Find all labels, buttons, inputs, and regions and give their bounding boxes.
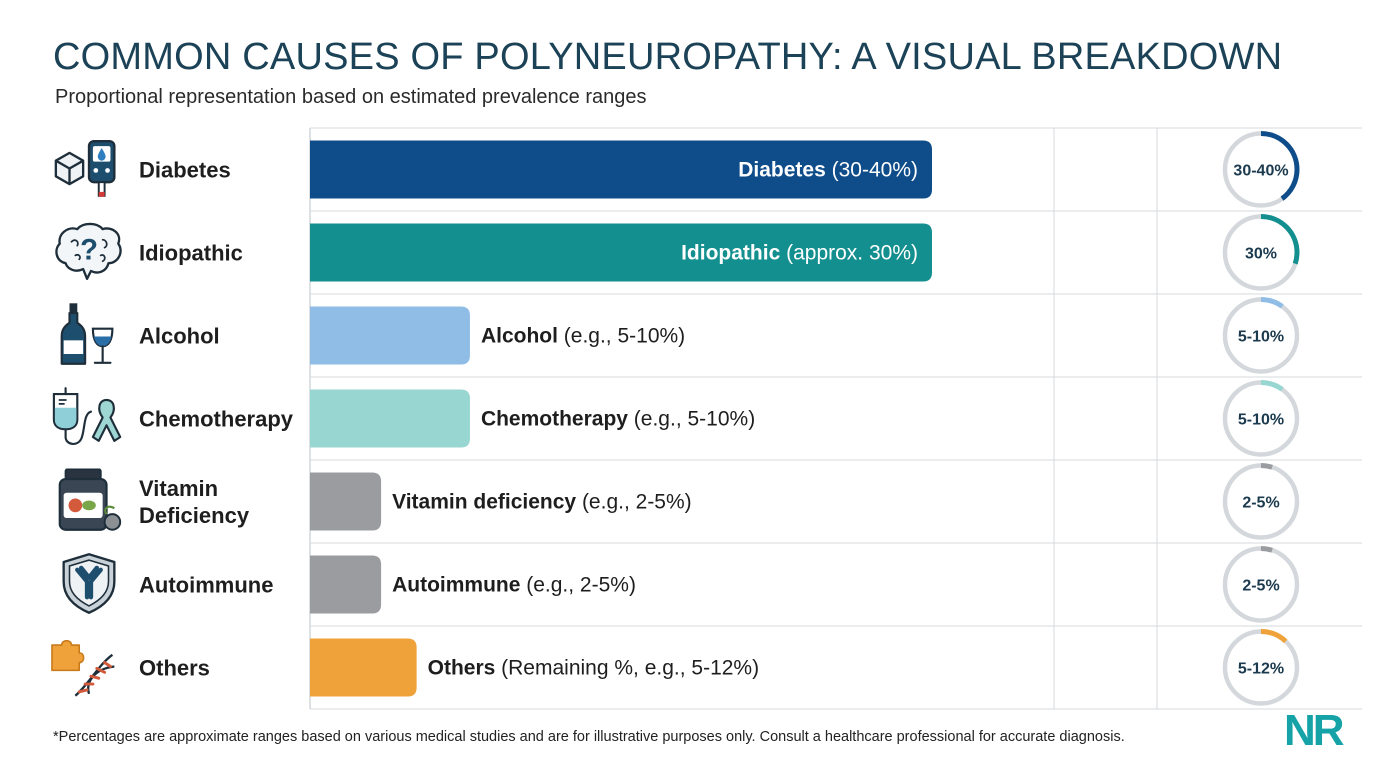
glucose-meter-icon [54, 139, 116, 198]
iv-bag-ribbon-icon [52, 387, 122, 446]
bar-label-vitamin-deficiency: Vitamin deficiency (e.g., 2-5%) [392, 491, 692, 514]
ring-arc-vitamin-deficiency [1222, 463, 1300, 540]
vitamin-jar-icon [58, 468, 122, 531]
ring-label-autoimmune: 2-5% [1242, 578, 1279, 595]
footnote: *Percentages are approximate ranges base… [53, 729, 1125, 745]
category-label-alcohol: Alcohol [139, 324, 220, 349]
category-label-idiopathic: Idiopathic [139, 241, 243, 266]
ring-arc-others [1222, 629, 1300, 706]
ring-arc-alcohol [1222, 297, 1300, 374]
brain-question-icon [55, 222, 122, 280]
bar-label-others: Others (Remaining %, e.g., 5-12%) [428, 657, 759, 680]
bar-vitamin-deficiency [310, 472, 382, 531]
ring-arc-diabetes [1222, 131, 1300, 208]
category-label-autoimmune: Autoimmune [139, 573, 273, 598]
puzzle-dna-icon [50, 639, 116, 698]
nr-logo: NR [1284, 706, 1347, 751]
ring-label-chemotherapy: 5-10% [1238, 412, 1284, 429]
bar-label-autoimmune: Autoimmune (e.g., 2-5%) [392, 574, 636, 597]
bar-label-idiopathic: Idiopathic (approx. 30%) [681, 242, 918, 265]
category-label-chemotherapy: Chemotherapy [139, 407, 294, 432]
ring-label-vitamin-deficiency: 2-5% [1242, 495, 1279, 512]
antibody-shield-icon [64, 554, 115, 613]
ring-label-diabetes: 30-40% [1233, 163, 1288, 180]
bar-diabetes [310, 140, 932, 199]
bar-chemotherapy [310, 389, 470, 448]
nr-logo-text: NR [1284, 706, 1344, 751]
bar-autoimmune [310, 555, 382, 614]
bar-label-diabetes: Diabetes (30-40%) [738, 159, 918, 182]
bar-others [310, 638, 417, 697]
bar-label-alcohol: Alcohol (e.g., 5-10%) [481, 325, 685, 348]
ring-arc-chemotherapy [1222, 380, 1300, 457]
category-label-others: Others [139, 656, 210, 681]
ring-label-alcohol: 5-10% [1238, 329, 1284, 346]
ring-arc-idiopathic [1222, 214, 1300, 291]
ring-label-others: 5-12% [1238, 661, 1284, 678]
category-label-vitamin-deficiency: Vitamin Deficiency [139, 476, 250, 528]
wine-bottle-icon [60, 302, 114, 365]
ring-arc-autoimmune [1222, 546, 1300, 623]
bar-idiopathic [310, 223, 932, 282]
bar-alcohol [310, 306, 470, 365]
chart-title: COMMON CAUSES OF POLYNEUROPATHY: A VISUA… [53, 36, 1283, 78]
bar-label-chemotherapy: Chemotherapy (e.g., 5-10%) [481, 408, 755, 431]
category-label-diabetes: Diabetes [139, 158, 231, 183]
chart-subtitle: Proportional representation based on est… [55, 86, 647, 108]
ring-label-idiopathic: 30% [1245, 246, 1277, 263]
